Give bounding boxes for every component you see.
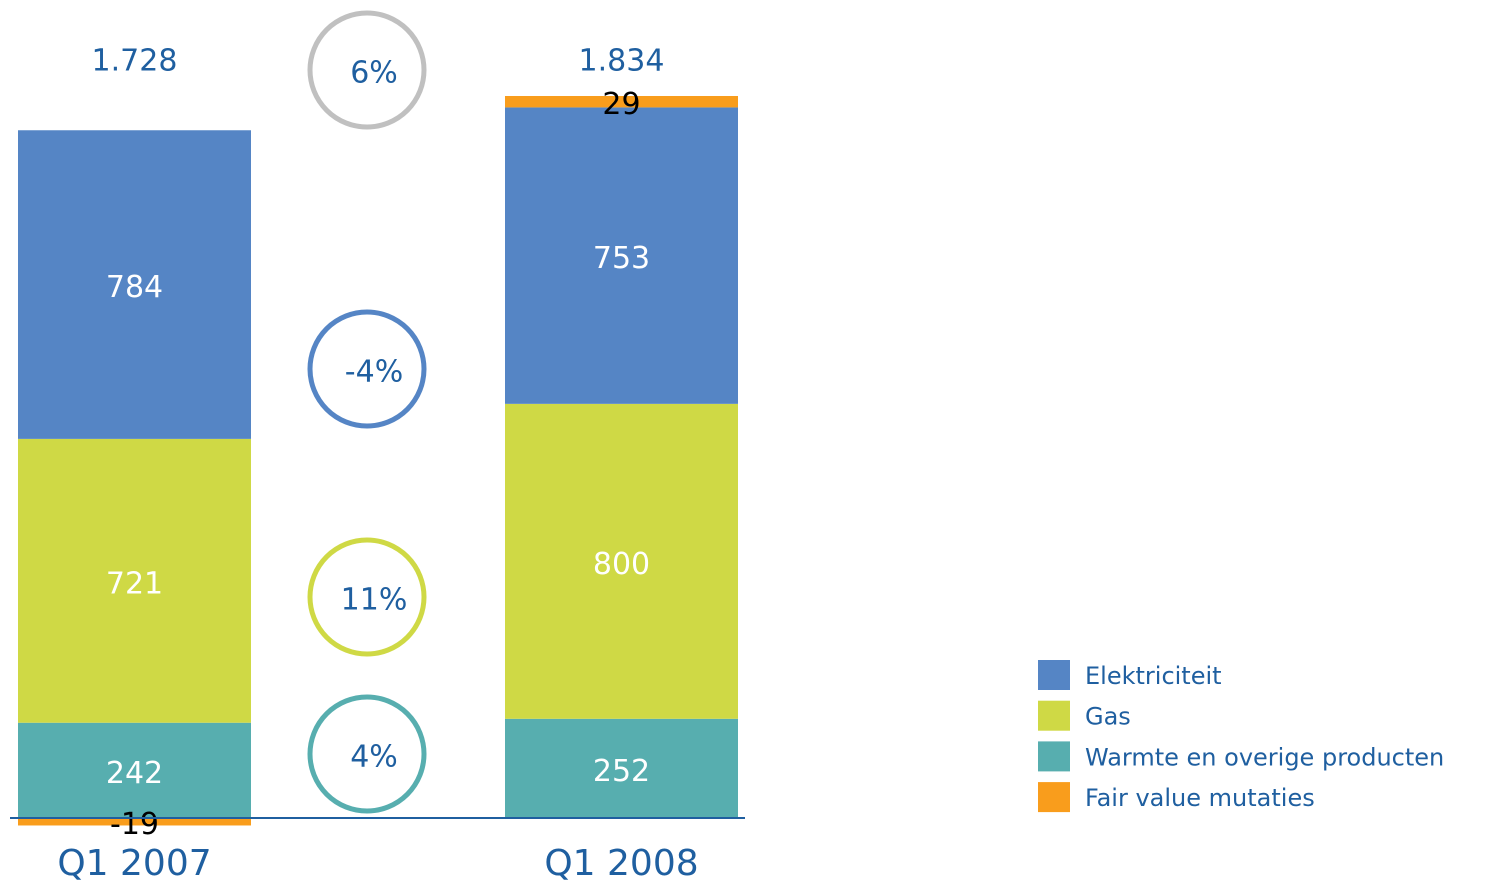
legend-label: Gas xyxy=(1085,703,1131,731)
bar-segment xyxy=(18,438,251,723)
legend-swatch xyxy=(1038,660,1070,690)
change-circle xyxy=(307,309,427,429)
change-circle xyxy=(307,694,427,814)
legend-label: Warmte en overige producten xyxy=(1085,743,1444,771)
value-label: -19 xyxy=(110,807,159,842)
total-label: 1.728 xyxy=(92,44,178,79)
legend-swatch xyxy=(1038,700,1070,731)
change-label: 4% xyxy=(350,740,398,775)
bar-segment xyxy=(18,130,251,439)
change-circle xyxy=(307,537,427,657)
total-label: 1.834 xyxy=(579,44,665,79)
x-tick-label: Q1 2008 xyxy=(544,843,698,884)
bar-segment xyxy=(18,722,251,818)
value-label: 721 xyxy=(106,566,163,601)
x-tick-label: Q1 2007 xyxy=(57,843,211,884)
value-label: 29 xyxy=(602,87,640,122)
bar-segment xyxy=(18,818,251,826)
change-label: 11% xyxy=(341,583,408,618)
legend-swatch xyxy=(1038,741,1070,772)
change-label: 6% xyxy=(350,56,398,91)
bar-segment xyxy=(505,107,738,404)
change-circle xyxy=(307,10,427,130)
legend-label: Elektriciteit xyxy=(1085,662,1222,690)
value-label: 252 xyxy=(593,754,650,789)
value-label: 784 xyxy=(106,270,163,305)
value-label: 753 xyxy=(593,241,650,276)
change-label: -4% xyxy=(345,355,403,390)
value-label: 800 xyxy=(593,547,650,582)
bar-segment xyxy=(505,96,738,108)
legend-label: Fair value mutaties xyxy=(1085,784,1315,812)
legend-swatch xyxy=(1038,782,1070,813)
value-label: 242 xyxy=(106,756,163,791)
bar-segment xyxy=(505,403,738,719)
bar-segment xyxy=(505,718,738,818)
